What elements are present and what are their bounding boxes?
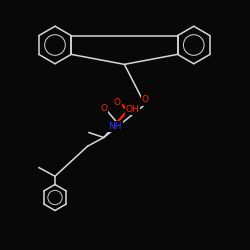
Text: O: O [142, 96, 149, 104]
Text: O: O [100, 104, 107, 113]
Text: NH: NH [108, 122, 122, 131]
Text: OH: OH [126, 105, 140, 114]
Text: O: O [114, 98, 121, 107]
